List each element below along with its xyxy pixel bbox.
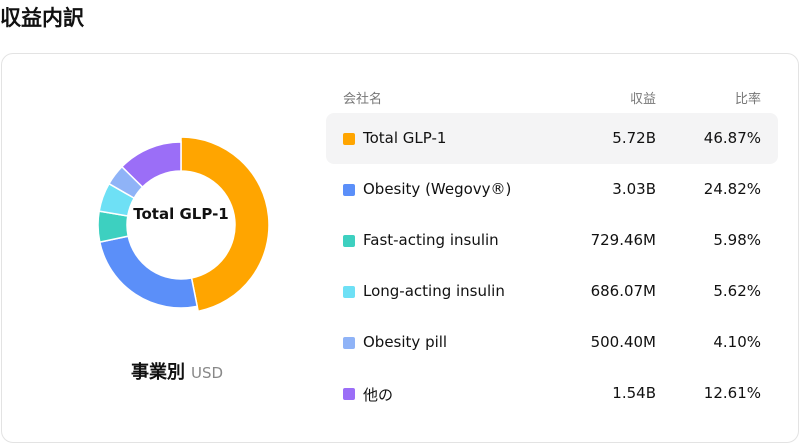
row-revenue: 686.07M	[590, 282, 656, 300]
legend-swatch	[343, 286, 355, 298]
legend-swatch	[343, 337, 355, 349]
row-rate: 46.87%	[703, 129, 761, 147]
caption-unit: USD	[190, 364, 224, 382]
table-body: Total GLP-1 5.72B 46.87% Obesity (Wegovy®) 3…	[326, 113, 778, 419]
revenue-breakdown-card: Total GLP-1 事業別 USD 会社名 収益 比率 Total GLP-1…	[1, 53, 799, 443]
table-row[interactable]: Long-acting insulin 686.07M 5.62%	[326, 266, 778, 317]
table-row[interactable]: 他の 1.54B 12.61%	[326, 368, 778, 419]
row-revenue: 500.40M	[590, 333, 656, 351]
row-name: 他の	[363, 386, 394, 404]
legend-swatch	[343, 184, 355, 196]
table-header: 会社名 収益 比率	[326, 84, 778, 114]
row-name: Total GLP-1	[363, 129, 447, 147]
header-company-name: 会社名	[343, 92, 383, 107]
row-revenue: 729.46M	[590, 231, 656, 249]
row-revenue: 1.54B	[612, 384, 656, 402]
header-rate: 比率	[734, 92, 761, 107]
caption-segment-label: 事業別	[130, 362, 185, 383]
row-revenue: 5.72B	[612, 129, 656, 147]
row-name: Obesity (Wegovy®)	[363, 180, 512, 198]
row-rate: 4.10%	[713, 333, 761, 351]
row-rate: 24.82%	[703, 180, 761, 198]
legend-swatch	[343, 133, 355, 145]
donut-chart: Total GLP-1	[90, 134, 272, 316]
legend-swatch	[343, 235, 355, 247]
page-title: 収益内訳	[0, 6, 84, 30]
breakdown-table: 会社名 収益 比率 Total GLP-1 5.72B 46.87% Obesity …	[326, 84, 778, 404]
row-rate: 12.61%	[703, 384, 761, 402]
row-rate: 5.62%	[713, 282, 761, 300]
row-rate: 5.98%	[713, 231, 761, 249]
header-revenue: 収益	[629, 92, 656, 107]
row-name: Obesity pill	[363, 333, 448, 351]
donut-slice[interactable]	[120, 141, 182, 189]
chart-center-label: Total GLP-1	[133, 205, 229, 223]
table-row[interactable]: Obesity pill 500.40M 4.10%	[326, 317, 778, 368]
donut-svg	[97, 136, 270, 313]
row-name: Fast-acting insulin	[363, 231, 499, 249]
table-row[interactable]: Fast-acting insulin 729.46M 5.98%	[326, 215, 778, 266]
donut-slice[interactable]	[180, 136, 270, 313]
donut-slice[interactable]	[98, 235, 199, 309]
row-revenue: 3.03B	[612, 180, 656, 198]
legend-swatch	[343, 388, 355, 400]
row-name: Long-acting insulin	[363, 282, 505, 300]
chart-caption: 事業別 USD	[2, 358, 352, 384]
table-row[interactable]: Obesity (Wegovy®) 3.03B 24.82%	[326, 164, 778, 215]
table-row[interactable]: Total GLP-1 5.72B 46.87%	[326, 113, 778, 164]
